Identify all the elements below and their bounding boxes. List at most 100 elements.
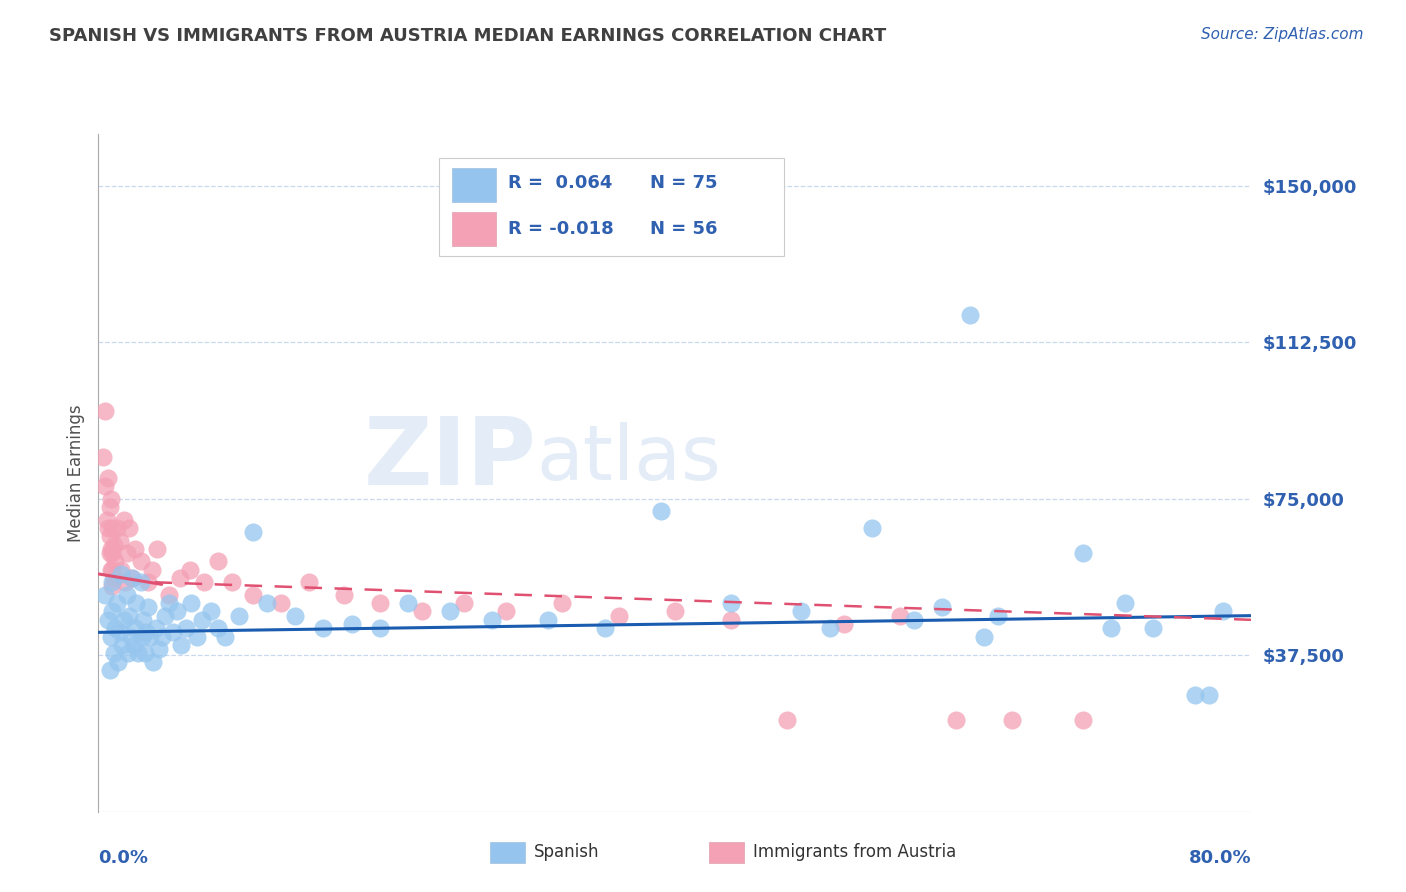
Point	[101, 605, 124, 619]
Point	[481, 613, 503, 627]
Point	[776, 713, 799, 727]
Text: ZIP: ZIP	[364, 413, 537, 505]
Point	[157, 596, 180, 610]
Point	[124, 621, 146, 635]
Point	[832, 617, 855, 632]
Point	[101, 575, 124, 590]
Point	[720, 596, 742, 610]
Point	[125, 596, 148, 610]
Point	[179, 563, 201, 577]
Bar	[453, 168, 496, 202]
Point	[368, 621, 391, 635]
Point	[333, 588, 356, 602]
Point	[340, 617, 363, 632]
Point	[537, 613, 560, 627]
Point	[987, 608, 1010, 623]
Point	[131, 630, 153, 644]
Text: R =  0.064: R = 0.064	[508, 174, 612, 193]
Point	[191, 613, 214, 627]
Point	[122, 638, 145, 652]
Point	[97, 613, 120, 627]
Point	[1071, 713, 1094, 727]
Point	[157, 588, 180, 602]
Point	[396, 596, 419, 610]
Point	[127, 646, 149, 660]
Point	[664, 605, 686, 619]
Point	[110, 563, 132, 577]
Point	[860, 521, 883, 535]
FancyBboxPatch shape	[439, 158, 785, 256]
Point	[112, 513, 135, 527]
Point	[1114, 596, 1136, 610]
Point	[91, 450, 114, 464]
Point	[124, 541, 146, 556]
Point	[103, 538, 125, 552]
Point	[107, 655, 129, 669]
Text: N = 75: N = 75	[650, 174, 717, 193]
Point	[903, 613, 925, 627]
Point	[180, 596, 202, 610]
Point	[439, 605, 461, 619]
Point	[101, 546, 124, 560]
Point	[607, 608, 630, 623]
Point	[453, 596, 475, 610]
Point	[115, 546, 138, 560]
Point	[98, 663, 121, 677]
Point	[312, 621, 335, 635]
Point	[115, 588, 138, 602]
Point	[1198, 688, 1220, 702]
Point	[207, 621, 229, 635]
Point	[1099, 621, 1122, 635]
Point	[148, 642, 170, 657]
Point	[200, 605, 222, 619]
Point	[1212, 605, 1234, 619]
Point	[117, 646, 139, 660]
Point	[97, 521, 120, 535]
Point	[174, 621, 197, 635]
Bar	[491, 842, 524, 863]
Point	[973, 630, 995, 644]
Point	[108, 533, 131, 548]
Text: Immigrants from Austria: Immigrants from Austria	[754, 844, 956, 862]
Point	[136, 600, 159, 615]
Point	[270, 596, 292, 610]
Point	[129, 575, 152, 590]
Point	[101, 521, 124, 535]
Text: Source: ZipAtlas.com: Source: ZipAtlas.com	[1201, 27, 1364, 42]
Point	[411, 605, 433, 619]
Point	[120, 630, 142, 644]
Point	[104, 554, 127, 568]
Point	[100, 541, 122, 556]
Point	[111, 638, 134, 652]
Point	[94, 404, 117, 418]
Point	[142, 655, 165, 669]
Point	[136, 575, 159, 590]
Point	[720, 613, 742, 627]
Point	[139, 630, 162, 644]
Point	[100, 491, 122, 506]
Point	[129, 554, 152, 568]
Point	[100, 563, 122, 577]
Point	[242, 588, 264, 602]
Text: R = -0.018: R = -0.018	[508, 219, 613, 237]
Point	[889, 608, 911, 623]
Point	[118, 608, 141, 623]
Point	[98, 529, 121, 543]
Point	[132, 613, 155, 627]
Text: N = 56: N = 56	[650, 219, 717, 237]
Point	[118, 521, 141, 535]
Point	[284, 608, 307, 623]
Point	[207, 554, 229, 568]
Bar	[453, 211, 496, 245]
Text: SPANISH VS IMMIGRANTS FROM AUSTRIA MEDIAN EARNINGS CORRELATION CHART: SPANISH VS IMMIGRANTS FROM AUSTRIA MEDIA…	[49, 27, 886, 45]
Y-axis label: Median Earnings: Median Earnings	[66, 404, 84, 541]
Point	[94, 479, 117, 493]
Point	[298, 575, 321, 590]
Point	[97, 471, 120, 485]
Point	[104, 621, 127, 635]
Point	[368, 596, 391, 610]
Point	[101, 563, 124, 577]
Point	[1071, 546, 1094, 560]
Point	[141, 563, 163, 577]
Point	[193, 575, 215, 590]
